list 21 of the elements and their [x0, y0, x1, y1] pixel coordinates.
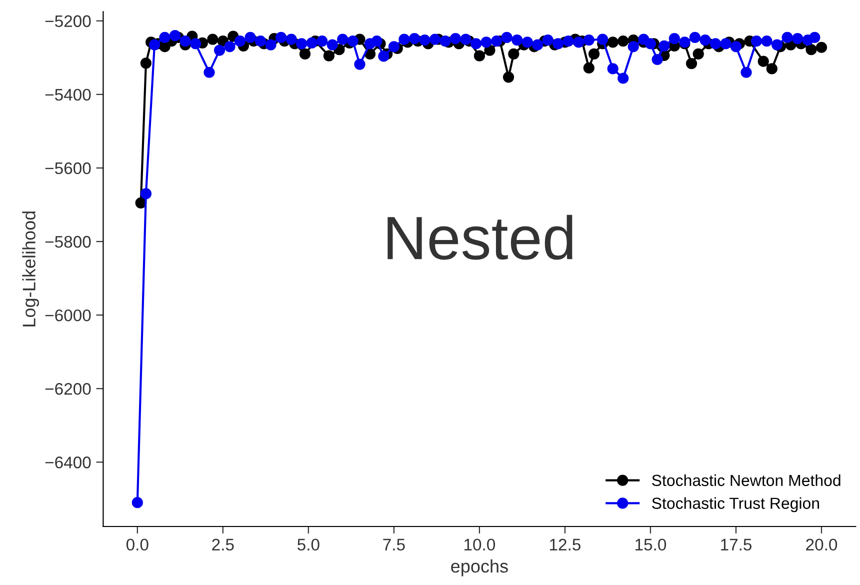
legend-label: Stochastic Newton Method	[652, 474, 840, 486]
annotation: Nested	[388, 214, 572, 260]
x-tick-label: 7.5	[383, 538, 405, 551]
y-tick-label: −5400	[45, 88, 91, 101]
x-axis-title: epochs	[451, 559, 508, 576]
y-tick-label: −5600	[45, 162, 91, 174]
x-tick-label: 2.5	[212, 538, 234, 551]
x-tick-label: 12.5	[550, 538, 580, 551]
x-tick-label: 5.0	[298, 538, 320, 551]
y-tick-label: −6200	[45, 383, 91, 395]
x-tick-label: 15.0	[636, 538, 666, 551]
y-axis-title: Log-Likelihood	[22, 212, 40, 326]
x-tick-label: 17.5	[721, 538, 752, 551]
x-tick-label: 20.0	[806, 538, 838, 551]
y-tick-label: −6000	[45, 309, 91, 322]
legend-label: Stochastic Trust Region	[652, 497, 819, 512]
y-tick-label: −5800	[45, 236, 91, 248]
x-tick-label: 10.0	[464, 538, 496, 551]
y-tick-label: −5200	[45, 15, 91, 28]
y-tick-label: −6400	[45, 456, 91, 468]
x-tick-label: 0.0	[126, 538, 148, 551]
